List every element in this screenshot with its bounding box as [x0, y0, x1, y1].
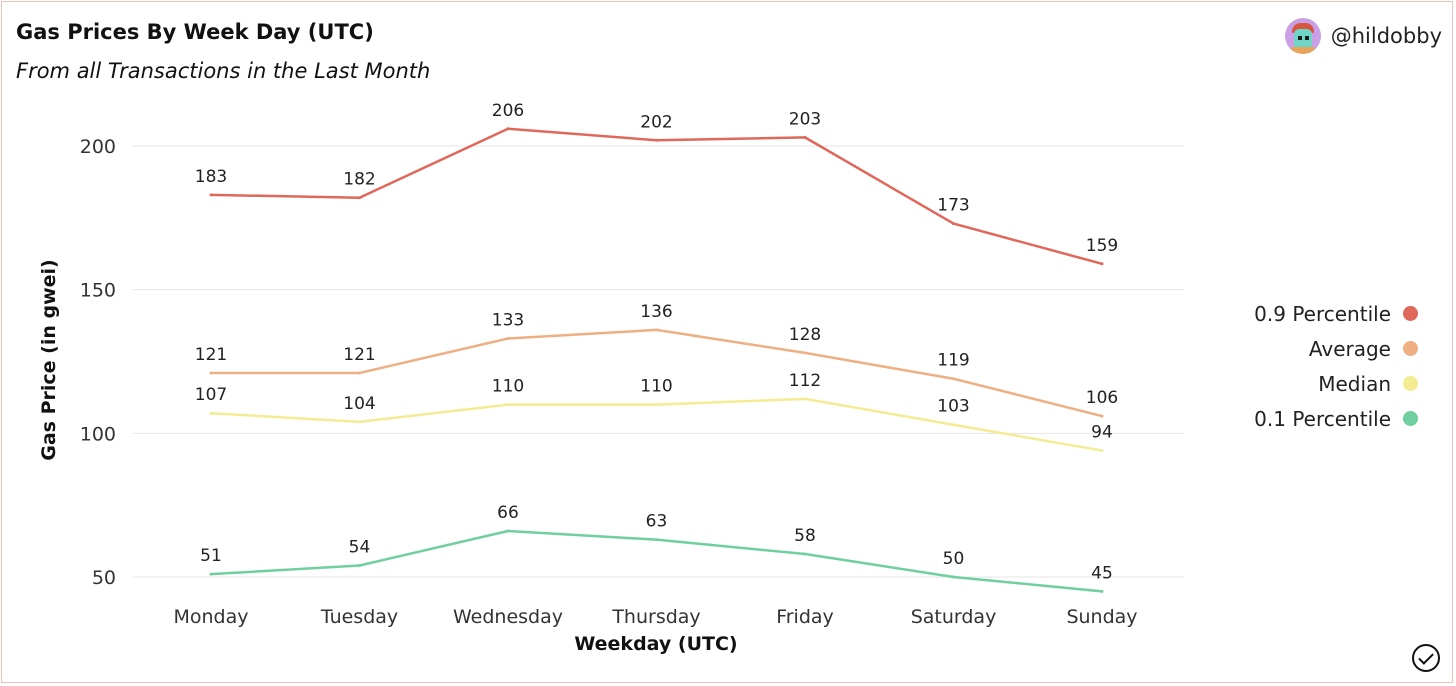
- data-point: [803, 552, 807, 556]
- legend-label: Average: [1308, 336, 1391, 361]
- data-label: 103: [937, 397, 969, 417]
- data-point: [655, 138, 658, 142]
- data-label: 202: [640, 112, 672, 132]
- data-point: [655, 403, 658, 407]
- y-tick-label: 100: [80, 423, 116, 445]
- data-label: 203: [789, 109, 821, 129]
- data-point: [952, 423, 955, 427]
- data-point: [358, 420, 361, 424]
- x-tick-label: Friday: [776, 606, 834, 628]
- data-label: 106: [1086, 388, 1118, 408]
- legend-item[interactable]: 0.1 Percentile: [1254, 401, 1418, 436]
- data-point: [1100, 449, 1104, 453]
- legend-item[interactable]: 0.9 Percentile: [1254, 296, 1418, 331]
- legend-item[interactable]: Median: [1254, 366, 1418, 401]
- data-label: 58: [794, 526, 816, 546]
- data-label: 121: [195, 345, 227, 365]
- data-label: 110: [492, 377, 524, 397]
- data-label: 206: [492, 101, 524, 121]
- data-label: 45: [1091, 563, 1113, 583]
- data-point: [506, 529, 510, 533]
- y-tick-label: 200: [80, 136, 116, 158]
- data-label: 121: [343, 345, 375, 365]
- chart-legend: 0.9 Percentile Average Median 0.1 Percentil…: [1254, 296, 1418, 436]
- legend-label: 0.1 Percentile: [1254, 406, 1391, 431]
- data-label: 107: [195, 385, 227, 405]
- avatar: [1284, 18, 1321, 54]
- data-point: [506, 337, 510, 341]
- checkmark-icon[interactable]: [1412, 644, 1440, 672]
- chart-title: Gas Prices By Week Day (UTC): [16, 20, 374, 44]
- author-name: @hildobby: [1330, 24, 1442, 48]
- data-label: 104: [343, 394, 375, 414]
- x-tick-label: Tuesday: [320, 606, 398, 628]
- y-axis-title: Gas Price (in gwei): [38, 259, 60, 461]
- y-tick-label: 150: [80, 280, 116, 302]
- x-tick-label: Sunday: [1066, 606, 1137, 628]
- data-label: 63: [646, 512, 668, 532]
- data-label: 54: [349, 538, 371, 558]
- data-point: [358, 371, 361, 375]
- y-tick-label: 50: [92, 567, 116, 589]
- data-point: [1100, 589, 1104, 593]
- legend-dot-icon: [1403, 341, 1418, 356]
- data-point: [506, 403, 510, 407]
- data-label: 183: [195, 167, 227, 187]
- data-label: 112: [789, 371, 821, 391]
- x-tick-label: Monday: [173, 606, 248, 628]
- data-label: 182: [343, 170, 375, 190]
- data-point: [803, 351, 807, 355]
- data-point: [506, 127, 510, 131]
- data-label: 136: [640, 302, 672, 322]
- legend-dot-icon: [1403, 411, 1418, 426]
- data-label: 173: [937, 196, 969, 216]
- author-badge[interactable]: @hildobby: [1284, 18, 1442, 54]
- legend-label: 0.9 Percentile: [1254, 301, 1391, 326]
- data-label: 110: [640, 377, 672, 397]
- data-label: 159: [1086, 236, 1118, 256]
- data-label: 51: [200, 546, 222, 566]
- data-point: [1100, 262, 1104, 266]
- data-point: [209, 193, 213, 197]
- data-label: 66: [497, 503, 519, 523]
- data-label: 133: [492, 311, 524, 331]
- data-label: 119: [937, 351, 969, 371]
- data-point: [655, 328, 658, 332]
- legend-dot-icon: [1403, 306, 1418, 321]
- data-point: [655, 538, 658, 542]
- x-tick-label: Saturday: [911, 606, 997, 628]
- x-tick-label: Thursday: [611, 606, 700, 628]
- data-point: [209, 411, 213, 415]
- data-point: [209, 371, 213, 375]
- data-point: [952, 222, 955, 226]
- chart-subtitle: From all Transactions in the Last Month: [16, 59, 431, 83]
- data-label: 94: [1091, 423, 1113, 443]
- x-axis-title: Weekday (UTC): [574, 633, 737, 655]
- data-label: 50: [943, 549, 965, 569]
- data-point: [1100, 414, 1104, 418]
- legend-label: Median: [1318, 371, 1391, 396]
- data-point: [358, 564, 361, 568]
- data-point: [952, 377, 955, 381]
- data-point: [209, 572, 213, 576]
- data-point: [358, 196, 361, 200]
- data-point: [952, 575, 955, 579]
- legend-item[interactable]: Average: [1254, 331, 1418, 366]
- data-label: 128: [789, 325, 821, 345]
- legend-dot-icon: [1403, 376, 1418, 391]
- x-tick-label: Wednesday: [453, 606, 563, 628]
- data-point: [803, 135, 807, 139]
- data-point: [803, 397, 807, 401]
